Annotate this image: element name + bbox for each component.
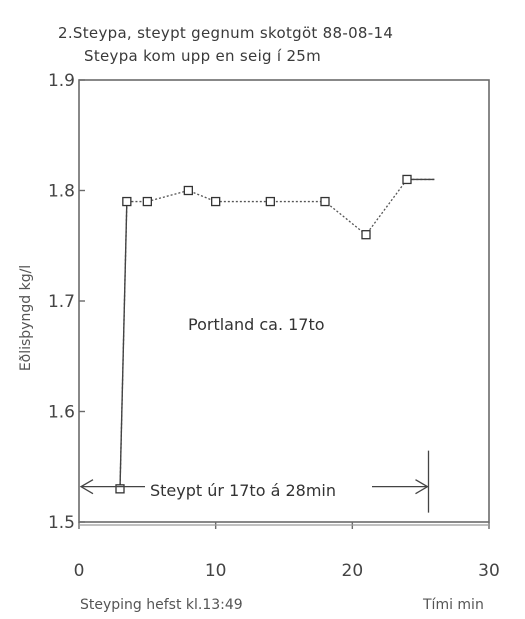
series-line (119, 178, 435, 489)
series-rise (119, 201, 128, 489)
x-axis: 0 10 20 30 (74, 522, 500, 581)
chart-title: 2.Steypa, steypt gegnum skotgöt 88-08-14 (58, 24, 393, 42)
data-point (183, 185, 193, 196)
y-tick-label: 1.7 (48, 292, 75, 312)
x-tick-label: 30 (478, 561, 500, 581)
start-time-note: Steyping hefst kl.13:49 (80, 597, 243, 613)
y-axis-label: Eðlisþyngd kg/l (18, 265, 34, 371)
plot-frame (78, 79, 490, 523)
data-point (402, 174, 412, 185)
cement-annotation: Portland ca. 17to (188, 315, 325, 334)
duration-label: Steypt úr 17to á 28min (150, 481, 336, 500)
data-point (361, 230, 371, 240)
y-tick-label: 1.6 (48, 403, 75, 423)
data-point (265, 196, 275, 207)
y-tick-label: 1.5 (48, 513, 75, 533)
y-tick-label: 1.8 (48, 182, 75, 202)
arrow-head-right (415, 479, 429, 495)
data-point (115, 484, 125, 494)
y-axis: 1.5 1.6 1.7 1.8 1.9 (48, 71, 85, 533)
arrow-head-left (79, 479, 94, 495)
chart-subtitle: Steypa kom upp en seig í 25m (84, 47, 321, 65)
data-point (320, 196, 330, 207)
x-axis-label: Tími min (422, 597, 484, 613)
y-tick-label: 1.9 (48, 71, 75, 91)
x-tick-label: 10 (205, 561, 227, 581)
duration-arrow (79, 450, 430, 513)
data-series (115, 174, 435, 494)
x-tick-label: 20 (342, 561, 364, 581)
data-point (142, 196, 152, 207)
data-point (122, 196, 132, 207)
data-point (211, 196, 221, 207)
x-tick-label: 0 (74, 561, 85, 581)
